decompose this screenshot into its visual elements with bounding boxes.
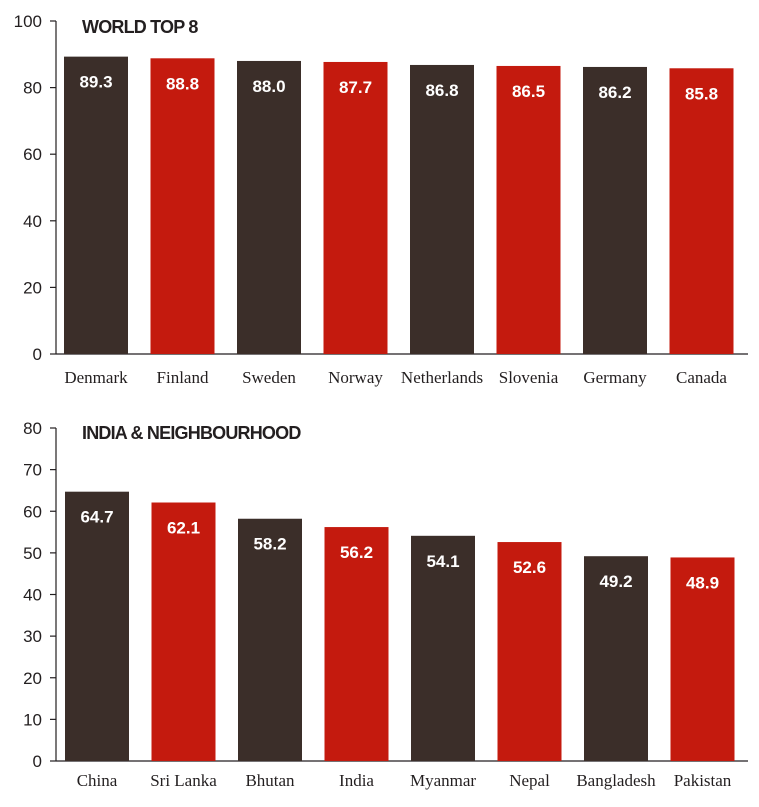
x-tick-label: China <box>77 771 118 790</box>
y-tick-label: 20 <box>23 669 42 688</box>
bar <box>584 556 648 761</box>
y-tick-label: 0 <box>33 345 42 364</box>
bar <box>65 491 129 761</box>
bar <box>496 65 561 354</box>
chart-title: WORLD TOP 8 <box>82 17 198 37</box>
bar <box>583 66 647 354</box>
bar <box>497 542 562 761</box>
bar-value-label: 64.7 <box>80 508 113 527</box>
bar-value-label: 56.2 <box>340 543 373 562</box>
bar-value-label: 49.2 <box>599 572 632 591</box>
x-tick-label: Slovenia <box>499 368 559 387</box>
bar <box>64 56 128 354</box>
bar <box>150 58 215 355</box>
y-tick-label: 10 <box>23 710 42 729</box>
y-tick-label: 30 <box>23 627 42 646</box>
bar <box>324 527 389 761</box>
bar <box>237 60 301 355</box>
bar-value-label: 62.1 <box>167 519 200 538</box>
x-tick-label: Sri Lanka <box>150 771 217 790</box>
x-tick-label: Nepal <box>509 771 550 790</box>
x-tick-label: India <box>339 771 374 790</box>
y-tick-label: 100 <box>14 12 42 31</box>
bar-value-label: 54.1 <box>426 552 459 571</box>
bar <box>410 64 474 355</box>
bar-value-label: 86.5 <box>512 82 545 101</box>
y-tick-label: 40 <box>23 212 42 231</box>
bar <box>411 535 475 761</box>
x-tick-label: Denmark <box>64 368 128 387</box>
x-tick-label: Germany <box>583 368 647 387</box>
x-tick-label: Pakistan <box>674 771 732 790</box>
bar-value-label: 88.8 <box>166 74 199 93</box>
x-tick-label: Sweden <box>242 368 296 387</box>
chart-1: 0 20 40 60 80 100 WORLD TOP 8 89.3 Denmark 88.8 Fi… <box>14 12 748 387</box>
y-tick-label: 60 <box>23 145 42 164</box>
bar-value-label: 58.2 <box>253 535 286 554</box>
y-tick-label: 0 <box>33 752 42 771</box>
chart-title: INDIA & NEIGHBOURHOOD <box>82 423 301 443</box>
bar-value-label: 52.6 <box>513 558 546 577</box>
bar <box>151 502 216 761</box>
bar-value-label: 48.9 <box>686 573 719 592</box>
bar <box>238 518 302 761</box>
bar <box>669 68 734 354</box>
y-tick-label: 80 <box>23 79 42 98</box>
y-tick-label: 50 <box>23 544 42 563</box>
y-tick-label: 40 <box>23 586 42 605</box>
bar-value-label: 89.3 <box>79 73 112 92</box>
bar-value-label: 87.7 <box>339 78 372 97</box>
y-tick-label: 20 <box>23 278 42 297</box>
y-tick-label: 70 <box>23 461 42 480</box>
x-tick-label: Bangladesh <box>576 771 656 790</box>
x-tick-label: Myanmar <box>410 771 476 790</box>
bar <box>323 61 388 355</box>
bar-value-label: 88.0 <box>252 77 285 96</box>
x-tick-label: Finland <box>157 368 209 387</box>
chart-2: 0 10 20 30 40 50 60 70 80 INDIA & NEIGHBOURHOOD 64… <box>23 419 748 790</box>
x-tick-label: Netherlands <box>401 368 483 387</box>
y-tick-label: 60 <box>23 502 42 521</box>
x-tick-label: Norway <box>328 368 383 387</box>
y-tick-label: 80 <box>23 419 42 438</box>
x-tick-label: Canada <box>676 368 727 387</box>
x-tick-label: Bhutan <box>245 771 295 790</box>
bar-value-label: 86.2 <box>598 83 631 102</box>
bar-value-label: 86.8 <box>425 81 458 100</box>
bar <box>670 557 735 761</box>
bar-value-label: 85.8 <box>685 84 718 103</box>
